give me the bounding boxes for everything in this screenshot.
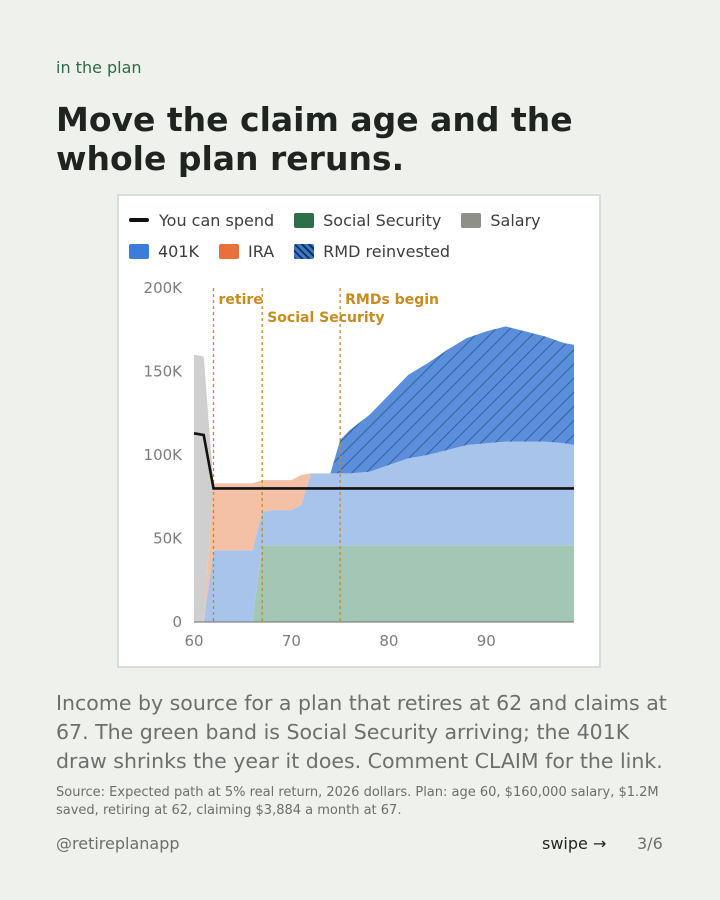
x-tick-label: 80 — [379, 632, 398, 650]
y-tick-label: 50K — [153, 530, 183, 548]
page-indicator: 3/6 — [637, 834, 663, 853]
legend-you-can-spend: You can spend — [129, 211, 274, 230]
legend-label: RMD reinvested — [323, 241, 451, 261]
marker-label: Social Security — [267, 310, 384, 326]
y-tick-label: 100K — [144, 446, 184, 464]
area-social-security — [194, 545, 574, 622]
legend-social-security: Social Security — [294, 211, 441, 230]
chart-caption: Income by source for a plan that retires… — [56, 691, 667, 773]
x-tick-label: 90 — [477, 632, 496, 650]
legend-ira: IRA — [219, 242, 274, 261]
legend-401k: 401K — [129, 242, 199, 261]
legend-swatch-salary — [461, 212, 482, 228]
legend-label: IRA — [248, 241, 275, 261]
legend-label: 401K — [158, 241, 200, 261]
legend-swatch-rmd — [294, 243, 315, 259]
marker-label: RMDs begin — [345, 292, 439, 308]
y-tick-label: 150K — [144, 363, 184, 381]
page-title: Move the claim age and the whole plan re… — [56, 100, 573, 178]
chart-card: retire Social Security RMDs begin 0 50K 100K 1… — [117, 194, 601, 668]
line-you-can-spend — [193, 432, 574, 490]
legend-salary: Salary — [461, 210, 541, 230]
area-401k — [194, 441, 574, 622]
chart-legend: You can spend Social Security Salary 401… — [129, 208, 599, 270]
legend-label: Social Security — [323, 210, 442, 230]
legend-label: Salary — [490, 210, 541, 230]
x-tick-label: 60 — [184, 632, 203, 650]
swipe-next-button[interactable]: swipe → — [542, 834, 607, 853]
legend-swatch-ira — [219, 243, 240, 259]
eyebrow-label: in the plan — [56, 58, 142, 77]
account-handle: @retireplanapp — [56, 834, 180, 853]
legend-swatch-spend — [129, 218, 149, 222]
legend-swatch-401k — [129, 243, 149, 259]
x-tick-label: 70 — [282, 632, 301, 650]
area-ira — [194, 441, 574, 622]
legend-rmd-reinvested: RMD reinvested — [294, 242, 450, 261]
area-rmd-reinvested — [194, 326, 574, 484]
source-note: Source: Expected path at 5% real return,… — [56, 785, 659, 818]
marker-label: retire — [218, 292, 262, 308]
income-chart: retire Social Security RMDs begin 0 50K 100K 1… — [144, 279, 574, 650]
legend-swatch-ss — [294, 212, 315, 228]
y-tick-label: 200K — [144, 279, 184, 297]
legend-label: You can spend — [159, 210, 275, 230]
y-tick-label: 0 — [172, 613, 182, 631]
